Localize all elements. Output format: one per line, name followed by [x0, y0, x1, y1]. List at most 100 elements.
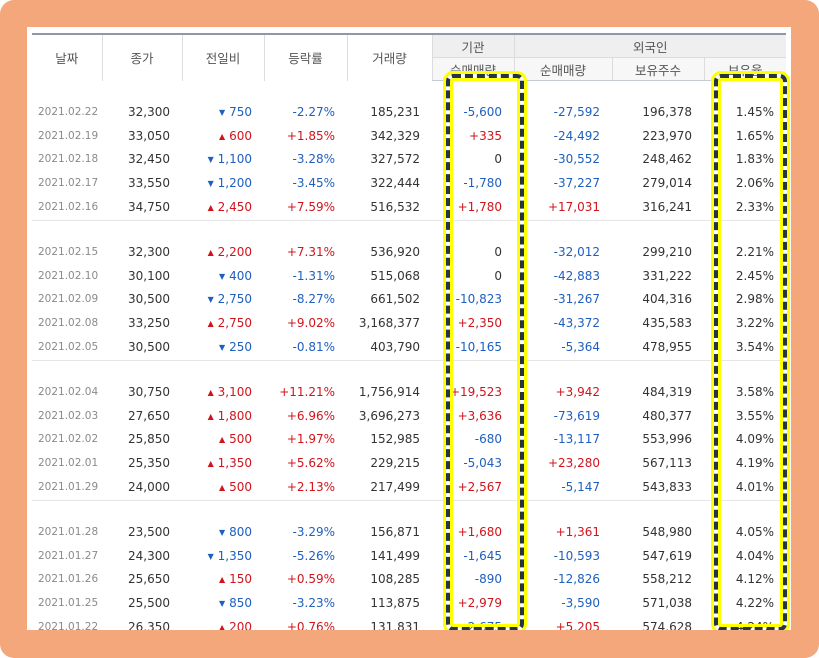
cell-rate: +11.21%	[279, 384, 335, 399]
cell-date: 2021.02.19	[38, 129, 99, 142]
header-volume[interactable]: 거래량	[346, 33, 432, 81]
cell-institution-net: 0	[494, 152, 502, 167]
cell-foreign-ratio: 4.19%	[735, 456, 774, 471]
cell-foreign-holdings: 484,319	[642, 384, 692, 399]
header-foreign-net[interactable]: 순매매량	[513, 57, 612, 81]
cell-change: ▼ 2,750	[182, 288, 264, 312]
arrow-down-icon: ▼	[207, 295, 214, 305]
cell-foreign-ratio: 4.04%	[735, 548, 774, 563]
cell-change: ▲ 150	[182, 568, 264, 592]
cell-change-value: 2,750	[217, 292, 252, 307]
cell-foreign-holdings: 558,212	[642, 572, 692, 587]
cell-change: ▲ 1,350	[182, 451, 264, 475]
cell-change: ▼ 750	[182, 100, 264, 124]
cell-foreign-holdings: 480,377	[642, 408, 692, 423]
cell-institution-net: -680	[474, 432, 502, 447]
cell-volume: 536,920	[370, 244, 420, 259]
arrow-up-icon: ▲	[207, 247, 214, 257]
cell-foreign-ratio: 4.01%	[735, 480, 774, 495]
table-row: 2021.01.29 24,000 ▲ 500 +2.13% 217,499 +2,567 -…	[32, 475, 786, 499]
cell-change: ▲ 200	[182, 615, 264, 630]
group-divider	[32, 498, 786, 501]
cell-date: 2021.01.26	[38, 573, 99, 586]
cell-foreign-ratio: 1.65%	[735, 128, 774, 143]
cell-change-value: 250	[229, 340, 252, 355]
cell-rate: +1.85%	[286, 128, 335, 143]
cell-foreign-net: -43,372	[553, 316, 600, 331]
cell-institution-net: -5,600	[463, 104, 502, 119]
cell-foreign-holdings: 299,210	[642, 244, 692, 259]
cell-foreign-ratio: 2.06%	[735, 176, 774, 191]
cell-rate: +9.02%	[286, 316, 335, 331]
arrow-up-icon: ▲	[219, 483, 226, 493]
cell-change: ▲ 500	[182, 475, 264, 499]
cell-volume: 152,985	[370, 432, 420, 447]
cell-foreign-ratio: 2.45%	[735, 268, 774, 283]
cell-close: 33,550	[128, 176, 170, 191]
cell-institution-net: +2,979	[457, 596, 502, 611]
cell-rate: +7.59%	[286, 200, 335, 215]
header-rate[interactable]: 등락률	[263, 33, 347, 81]
cell-foreign-holdings: 574,628	[642, 620, 692, 630]
cell-date: 2021.02.16	[38, 201, 99, 214]
header-change[interactable]: 전일비	[181, 33, 264, 81]
group-spacer	[32, 500, 786, 520]
header-institution-net[interactable]: 순매매량	[431, 57, 514, 81]
cell-foreign-holdings: 543,833	[642, 480, 692, 495]
cell-foreign-holdings: 331,222	[642, 268, 692, 283]
cell-volume: 141,499	[370, 548, 420, 563]
cell-foreign-net: -42,883	[553, 268, 600, 283]
table-row: 2021.02.04 30,750 ▲ 3,100 +11.21% 1,756,914 +1…	[32, 380, 786, 404]
table-body: 2021.02.22 32,300 ▼ 750 -2.27% 185,231 -5,600-…	[32, 81, 786, 630]
header-foreign-ratio[interactable]: 보유율	[703, 57, 786, 81]
group-spacer	[32, 220, 786, 240]
cell-change: ▼ 850	[182, 591, 264, 615]
cell-foreign-net: -5,147	[561, 480, 600, 495]
header-close[interactable]: 종가	[101, 33, 182, 81]
arrow-down-icon: ▼	[219, 527, 226, 537]
cell-rate: +0.59%	[286, 572, 335, 587]
cell-volume: 661,502	[370, 292, 420, 307]
table-row: 2021.02.17 33,550 ▼ 1,200 -3.45% 322,444 -1,78…	[32, 171, 786, 195]
cell-volume: 322,444	[370, 176, 420, 191]
cell-close: 25,350	[128, 456, 170, 471]
cell-foreign-net: -27,592	[553, 104, 600, 119]
cell-change-value: 2,750	[217, 316, 252, 331]
cell-rate: -3.28%	[292, 152, 335, 167]
table-row: 2021.02.19 33,050 ▲ 600 +1.85% 342,329 +335 -24…	[32, 124, 786, 148]
cell-change: ▲ 1,800	[182, 404, 264, 428]
header-date[interactable]: 날짜	[32, 33, 102, 81]
group-spacer	[32, 81, 786, 101]
cell-close: 32,300	[128, 244, 170, 259]
arrow-up-icon: ▲	[207, 411, 214, 421]
header-foreign-holdings[interactable]: 보유주수	[611, 57, 704, 81]
cell-close: 23,500	[128, 524, 170, 539]
cell-rate: +1.97%	[286, 432, 335, 447]
cell-foreign-net: +1,361	[555, 524, 600, 539]
cell-date: 2021.02.18	[38, 153, 99, 166]
cell-change-value: 500	[229, 480, 252, 495]
group-spacer	[32, 360, 786, 380]
cell-foreign-ratio: 3.58%	[735, 384, 774, 399]
cell-rate: -5.26%	[292, 548, 335, 563]
cell-change-value: 1,350	[217, 548, 252, 563]
cell-change: ▼ 1,200	[182, 171, 264, 195]
cell-close: 30,500	[128, 340, 170, 355]
cell-rate: +2.13%	[286, 480, 335, 495]
cell-change: ▼ 400	[182, 264, 264, 288]
cell-date: 2021.02.05	[38, 341, 99, 354]
cell-institution-net: +2,567	[457, 480, 502, 495]
header-foreign-group: 외국인	[513, 33, 786, 58]
table-row: 2021.02.08 33,250 ▲ 2,750 +9.02% 3,168,377 +2,…	[32, 311, 786, 335]
arrow-down-icon: ▼	[207, 155, 214, 165]
cell-date: 2021.01.25	[38, 597, 99, 610]
cell-foreign-holdings: 567,113	[642, 456, 692, 471]
cell-close: 26,350	[128, 620, 170, 630]
cell-volume: 229,215	[370, 456, 420, 471]
arrow-up-icon: ▲	[207, 459, 214, 469]
cell-date: 2021.02.04	[38, 385, 99, 398]
cell-change: ▲ 2,450	[182, 195, 264, 219]
cell-volume: 3,168,377	[358, 316, 420, 331]
cell-change: ▲ 2,200	[182, 240, 264, 264]
cell-foreign-holdings: 279,014	[642, 176, 692, 191]
